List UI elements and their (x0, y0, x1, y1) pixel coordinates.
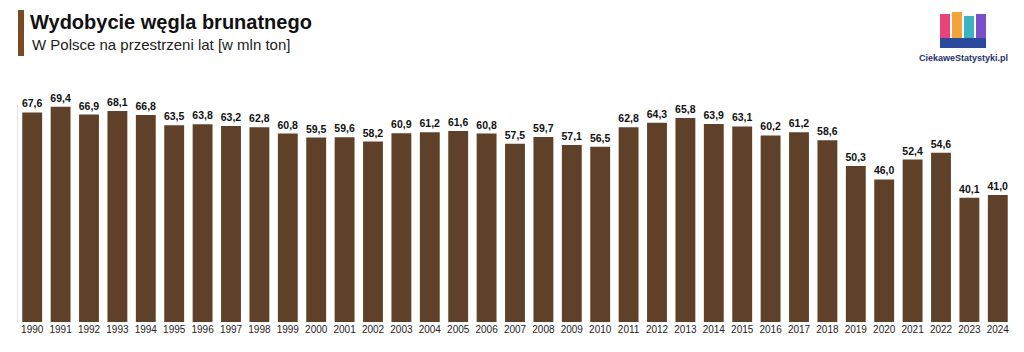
svg-text:2010: 2010 (589, 324, 612, 335)
svg-text:67,6: 67,6 (22, 97, 43, 109)
svg-text:66,8: 66,8 (136, 100, 157, 112)
svg-text:63,9: 63,9 (704, 109, 725, 121)
svg-text:63,2: 63,2 (221, 111, 242, 123)
svg-text:W Polsce na przestrzeni lat [w: W Polsce na przestrzeni lat [w mln ton] (32, 36, 290, 53)
svg-text:59,7: 59,7 (533, 122, 554, 134)
svg-text:2020: 2020 (873, 324, 896, 335)
svg-text:60,8: 60,8 (476, 119, 497, 131)
svg-text:52,4: 52,4 (902, 145, 923, 157)
svg-text:2005: 2005 (447, 324, 470, 335)
svg-text:1990: 1990 (21, 324, 44, 335)
svg-text:46,0: 46,0 (874, 164, 895, 176)
svg-text:2006: 2006 (475, 324, 498, 335)
svg-text:2021: 2021 (901, 324, 924, 335)
svg-text:63,8: 63,8 (192, 109, 213, 121)
svg-text:60,2: 60,2 (760, 120, 781, 132)
svg-text:66,9: 66,9 (79, 100, 100, 112)
svg-text:2022: 2022 (930, 324, 953, 335)
svg-text:2012: 2012 (646, 324, 669, 335)
svg-text:69,4: 69,4 (50, 92, 71, 104)
svg-text:2009: 2009 (561, 324, 584, 335)
svg-text:59,5: 59,5 (306, 123, 327, 135)
svg-text:2000: 2000 (305, 324, 328, 335)
svg-text:2023: 2023 (958, 324, 981, 335)
svg-text:2014: 2014 (703, 324, 726, 335)
svg-text:64,3: 64,3 (647, 108, 668, 120)
svg-text:2004: 2004 (419, 324, 442, 335)
svg-text:1999: 1999 (277, 324, 300, 335)
svg-text:62,8: 62,8 (618, 112, 639, 124)
svg-text:61,2: 61,2 (420, 117, 441, 129)
svg-text:2003: 2003 (390, 324, 413, 335)
svg-text:2015: 2015 (731, 324, 754, 335)
svg-text:Wydobycie węgla brunatnego: Wydobycie węgla brunatnego (30, 11, 312, 33)
svg-text:1994: 1994 (135, 324, 158, 335)
svg-text:60,9: 60,9 (391, 118, 412, 130)
svg-text:58,2: 58,2 (363, 127, 384, 139)
svg-text:2001: 2001 (333, 324, 356, 335)
svg-text:2008: 2008 (532, 324, 555, 335)
svg-text:63,5: 63,5 (164, 110, 185, 122)
svg-text:2017: 2017 (788, 324, 811, 335)
svg-text:2018: 2018 (816, 324, 839, 335)
svg-text:2016: 2016 (759, 324, 782, 335)
svg-text:2013: 2013 (674, 324, 697, 335)
svg-text:61,6: 61,6 (448, 116, 469, 128)
svg-text:61,2: 61,2 (789, 117, 810, 129)
svg-text:41,0: 41,0 (988, 180, 1009, 192)
svg-text:59,6: 59,6 (334, 122, 355, 134)
svg-text:2007: 2007 (504, 324, 527, 335)
svg-text:62,8: 62,8 (249, 112, 270, 124)
svg-text:57,1: 57,1 (562, 130, 583, 142)
svg-text:54,6: 54,6 (931, 138, 952, 150)
svg-text:1993: 1993 (106, 324, 129, 335)
svg-text:2024: 2024 (987, 324, 1010, 335)
svg-text:63,1: 63,1 (732, 111, 753, 123)
svg-text:68,1: 68,1 (107, 96, 128, 108)
svg-text:1998: 1998 (248, 324, 271, 335)
svg-text:60,8: 60,8 (278, 119, 299, 131)
svg-text:58,6: 58,6 (817, 125, 838, 137)
svg-text:2002: 2002 (362, 324, 385, 335)
svg-text:1997: 1997 (220, 324, 243, 335)
svg-text:40,1: 40,1 (959, 183, 980, 195)
svg-text:1995: 1995 (163, 324, 186, 335)
svg-text:1996: 1996 (191, 324, 214, 335)
svg-text:2019: 2019 (845, 324, 868, 335)
svg-text:50,3: 50,3 (846, 151, 867, 163)
svg-text:2011: 2011 (618, 324, 640, 335)
svg-text:57,5: 57,5 (505, 129, 526, 141)
svg-text:56,5: 56,5 (590, 132, 611, 144)
svg-text:1992: 1992 (78, 324, 101, 335)
svg-text:65,8: 65,8 (675, 103, 696, 115)
svg-text:CiekaweStatystyki.pl: CiekaweStatystyki.pl (919, 53, 1008, 63)
svg-text:1991: 1991 (49, 324, 72, 335)
